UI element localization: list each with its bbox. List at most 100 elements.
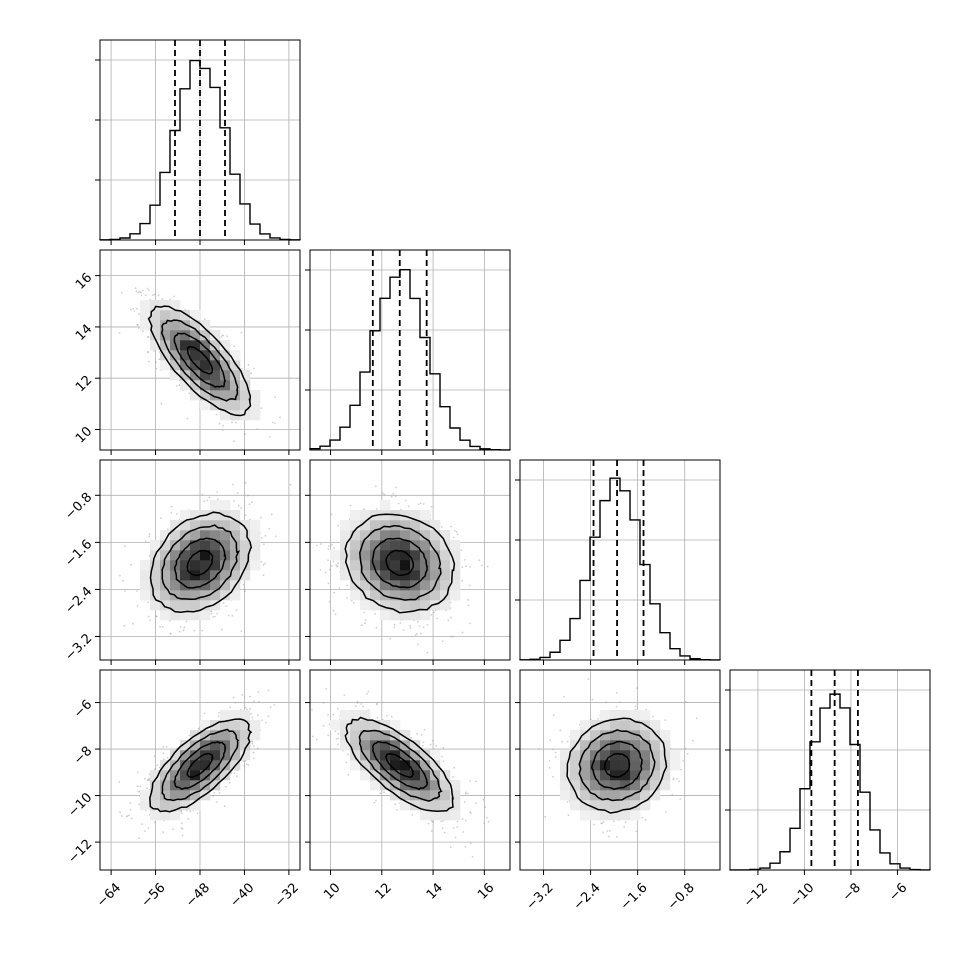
scatter-point [394,495,397,498]
density-cell [200,550,211,561]
density-cell [160,610,171,621]
density-cell [200,580,211,591]
scatter-point [203,500,206,503]
scatter-point [173,295,176,298]
scatter-point [330,543,333,546]
density-cell [430,560,441,571]
scatter-point [147,615,150,618]
scatter-point [349,504,352,507]
density-cell [200,530,211,541]
scatter-point [430,505,433,508]
density-cell [190,390,201,401]
scatter-point [392,492,395,495]
density-cell [180,590,191,601]
density-cell [450,560,461,571]
scatter-point [374,613,376,615]
density-cell [210,590,221,601]
scatter-point [328,600,331,603]
density-cell [150,600,161,611]
scatter-point [327,545,330,547]
density-cell [440,580,451,591]
scatter-point [232,483,235,486]
scatter-point [233,500,235,502]
density-cell [250,520,261,531]
density-cell [160,310,171,321]
scatter-point [268,527,271,530]
density-cell [170,530,181,541]
scatter-point [336,565,339,567]
density-cell [340,560,351,571]
scatter-point [335,564,337,566]
scatter-point [256,428,259,430]
scatter-point [148,360,151,363]
scatter-point [426,651,429,654]
scatter-point [467,604,470,607]
density-cell [210,540,221,551]
scatter-point [441,640,444,643]
density-cell [350,520,361,531]
scatter-point [153,768,156,770]
scatter-point [160,402,163,405]
density-cell [230,390,241,401]
scatter-point [136,324,139,326]
scatter-point [118,574,121,577]
scatter-point [119,811,121,814]
scatter-point [248,503,251,506]
scatter-point [231,421,233,424]
scatter-point [180,812,183,815]
scatter-point [225,605,228,607]
histogram-step-2 [519,477,721,661]
scatter-point [233,440,236,443]
scatter-point [240,368,243,370]
scatter-point [210,610,213,612]
density-cell [240,400,251,411]
density-cell [140,310,151,321]
scatter-point [141,823,143,825]
scatter-point [136,605,139,607]
scatter-point [170,505,173,508]
density-cell [240,540,251,551]
density-cell [340,520,351,531]
scatter-point [243,588,246,591]
density-cell [210,580,221,591]
density-cell [200,350,211,361]
density-cell [200,340,211,351]
density-cell [420,540,431,551]
scatter-point [220,336,223,338]
scatter-point [210,612,213,615]
scatter-point [375,508,378,510]
scatter-point [407,505,410,508]
scatter-point [449,601,452,604]
scatter-point [320,543,322,545]
scatter-point [346,597,348,599]
scatter-point [264,534,267,537]
scatter-point [235,609,238,611]
scatter-point [147,335,150,338]
density-cell [180,570,191,581]
panel-frame [309,459,511,661]
scatter-point [418,625,421,628]
density-cell [400,560,411,571]
contour-level-1 [371,537,428,589]
scatter-point [222,602,225,604]
density-cell [210,600,221,611]
density-cell [350,530,361,541]
scatter-point [118,781,121,783]
scatter-point [149,619,152,622]
scatter-point [213,615,216,618]
density-cell [450,580,461,591]
scatter-point [469,566,472,568]
scatter-point [263,543,265,546]
density-cell [360,530,371,541]
scatter-point [364,622,366,624]
density-cell [450,540,461,551]
scatter-point [137,327,140,329]
density-cell [410,590,421,601]
scatter-point [139,785,142,788]
density-cell [250,560,261,571]
density-cell [400,580,411,591]
density-cell [250,400,261,411]
scatter-point [247,363,250,366]
scatter-point [162,752,165,754]
panel-content [100,460,300,660]
